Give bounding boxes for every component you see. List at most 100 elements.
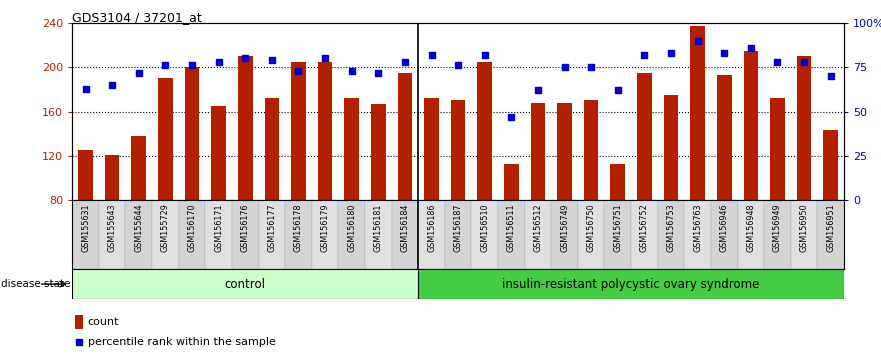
Bar: [125, 200, 152, 269]
Bar: [504, 164, 519, 200]
Bar: [764, 200, 791, 269]
Bar: [691, 26, 705, 200]
Text: GSM156187: GSM156187: [454, 204, 463, 252]
Bar: [312, 200, 338, 269]
Point: [824, 73, 838, 79]
Bar: [397, 73, 412, 200]
Bar: [78, 150, 93, 200]
Text: GSM156186: GSM156186: [427, 204, 436, 252]
Point: [132, 70, 146, 75]
Bar: [152, 200, 179, 269]
Bar: [131, 136, 146, 200]
Text: GSM156749: GSM156749: [560, 204, 569, 252]
Point: [78, 86, 93, 91]
Bar: [258, 200, 285, 269]
Text: GSM156176: GSM156176: [241, 204, 249, 252]
Text: GSM156950: GSM156950: [800, 204, 809, 252]
Text: GSM156752: GSM156752: [640, 204, 649, 252]
Text: GSM156946: GSM156946: [720, 204, 729, 252]
Point: [292, 68, 306, 74]
Bar: [711, 200, 737, 269]
Text: GSM155643: GSM155643: [107, 204, 116, 252]
Bar: [391, 200, 418, 269]
Text: count: count: [88, 318, 119, 327]
Text: GSM156763: GSM156763: [693, 204, 702, 252]
Point: [584, 64, 598, 70]
Bar: [75, 315, 84, 329]
Bar: [530, 103, 545, 200]
Bar: [179, 200, 205, 269]
Bar: [770, 98, 785, 200]
Bar: [344, 98, 359, 200]
Bar: [205, 200, 232, 269]
Text: GSM156948: GSM156948: [746, 204, 755, 252]
Text: GSM156751: GSM156751: [613, 204, 622, 252]
Point: [265, 57, 279, 63]
Text: control: control: [225, 278, 266, 291]
Bar: [451, 101, 465, 200]
Point: [744, 45, 758, 51]
Bar: [584, 101, 598, 200]
Text: percentile rank within the sample: percentile rank within the sample: [88, 337, 276, 347]
Text: GSM156951: GSM156951: [826, 204, 835, 252]
Bar: [418, 200, 445, 269]
Text: GSM156949: GSM156949: [773, 204, 782, 252]
Text: GSM156179: GSM156179: [321, 204, 329, 252]
Bar: [737, 200, 764, 269]
Text: GSM156170: GSM156170: [188, 204, 196, 252]
Bar: [264, 98, 279, 200]
Point: [504, 114, 518, 120]
Point: [425, 52, 439, 58]
Point: [344, 68, 359, 74]
Point: [478, 52, 492, 58]
Bar: [238, 56, 253, 200]
Bar: [744, 51, 759, 200]
Bar: [418, 269, 844, 299]
Bar: [658, 200, 685, 269]
Bar: [72, 200, 99, 269]
Text: GSM156753: GSM156753: [667, 204, 676, 252]
Point: [159, 63, 173, 68]
Point: [637, 52, 651, 58]
Text: GSM156171: GSM156171: [214, 204, 223, 252]
Bar: [824, 130, 838, 200]
Bar: [498, 200, 525, 269]
Bar: [424, 98, 439, 200]
Bar: [371, 104, 386, 200]
Bar: [818, 200, 844, 269]
Text: GSM156750: GSM156750: [587, 204, 596, 252]
Text: GDS3104 / 37201_at: GDS3104 / 37201_at: [72, 11, 202, 24]
Point: [770, 59, 784, 65]
Bar: [478, 62, 492, 200]
Point: [717, 50, 731, 56]
Point: [318, 56, 332, 61]
Bar: [663, 95, 678, 200]
Point: [398, 59, 412, 65]
Bar: [72, 269, 418, 299]
Text: GSM156181: GSM156181: [374, 204, 382, 252]
Point: [238, 56, 252, 61]
Bar: [611, 164, 626, 200]
Text: GSM156180: GSM156180: [347, 204, 356, 252]
Point: [451, 63, 465, 68]
Point: [211, 59, 226, 65]
Point: [185, 63, 199, 68]
Bar: [631, 200, 658, 269]
Bar: [471, 200, 498, 269]
Text: GSM155729: GSM155729: [161, 204, 170, 252]
Bar: [232, 200, 258, 269]
Bar: [604, 200, 631, 269]
Text: GSM156178: GSM156178: [294, 204, 303, 252]
Text: GSM156512: GSM156512: [534, 204, 543, 252]
Bar: [445, 200, 471, 269]
Bar: [105, 155, 120, 200]
Text: GSM155631: GSM155631: [81, 204, 90, 252]
Bar: [558, 103, 572, 200]
Text: disease state: disease state: [1, 279, 70, 289]
Bar: [338, 200, 365, 269]
Point: [797, 59, 811, 65]
Bar: [791, 200, 818, 269]
Text: GSM156177: GSM156177: [267, 204, 277, 252]
Bar: [285, 200, 312, 269]
Point: [72, 339, 86, 345]
